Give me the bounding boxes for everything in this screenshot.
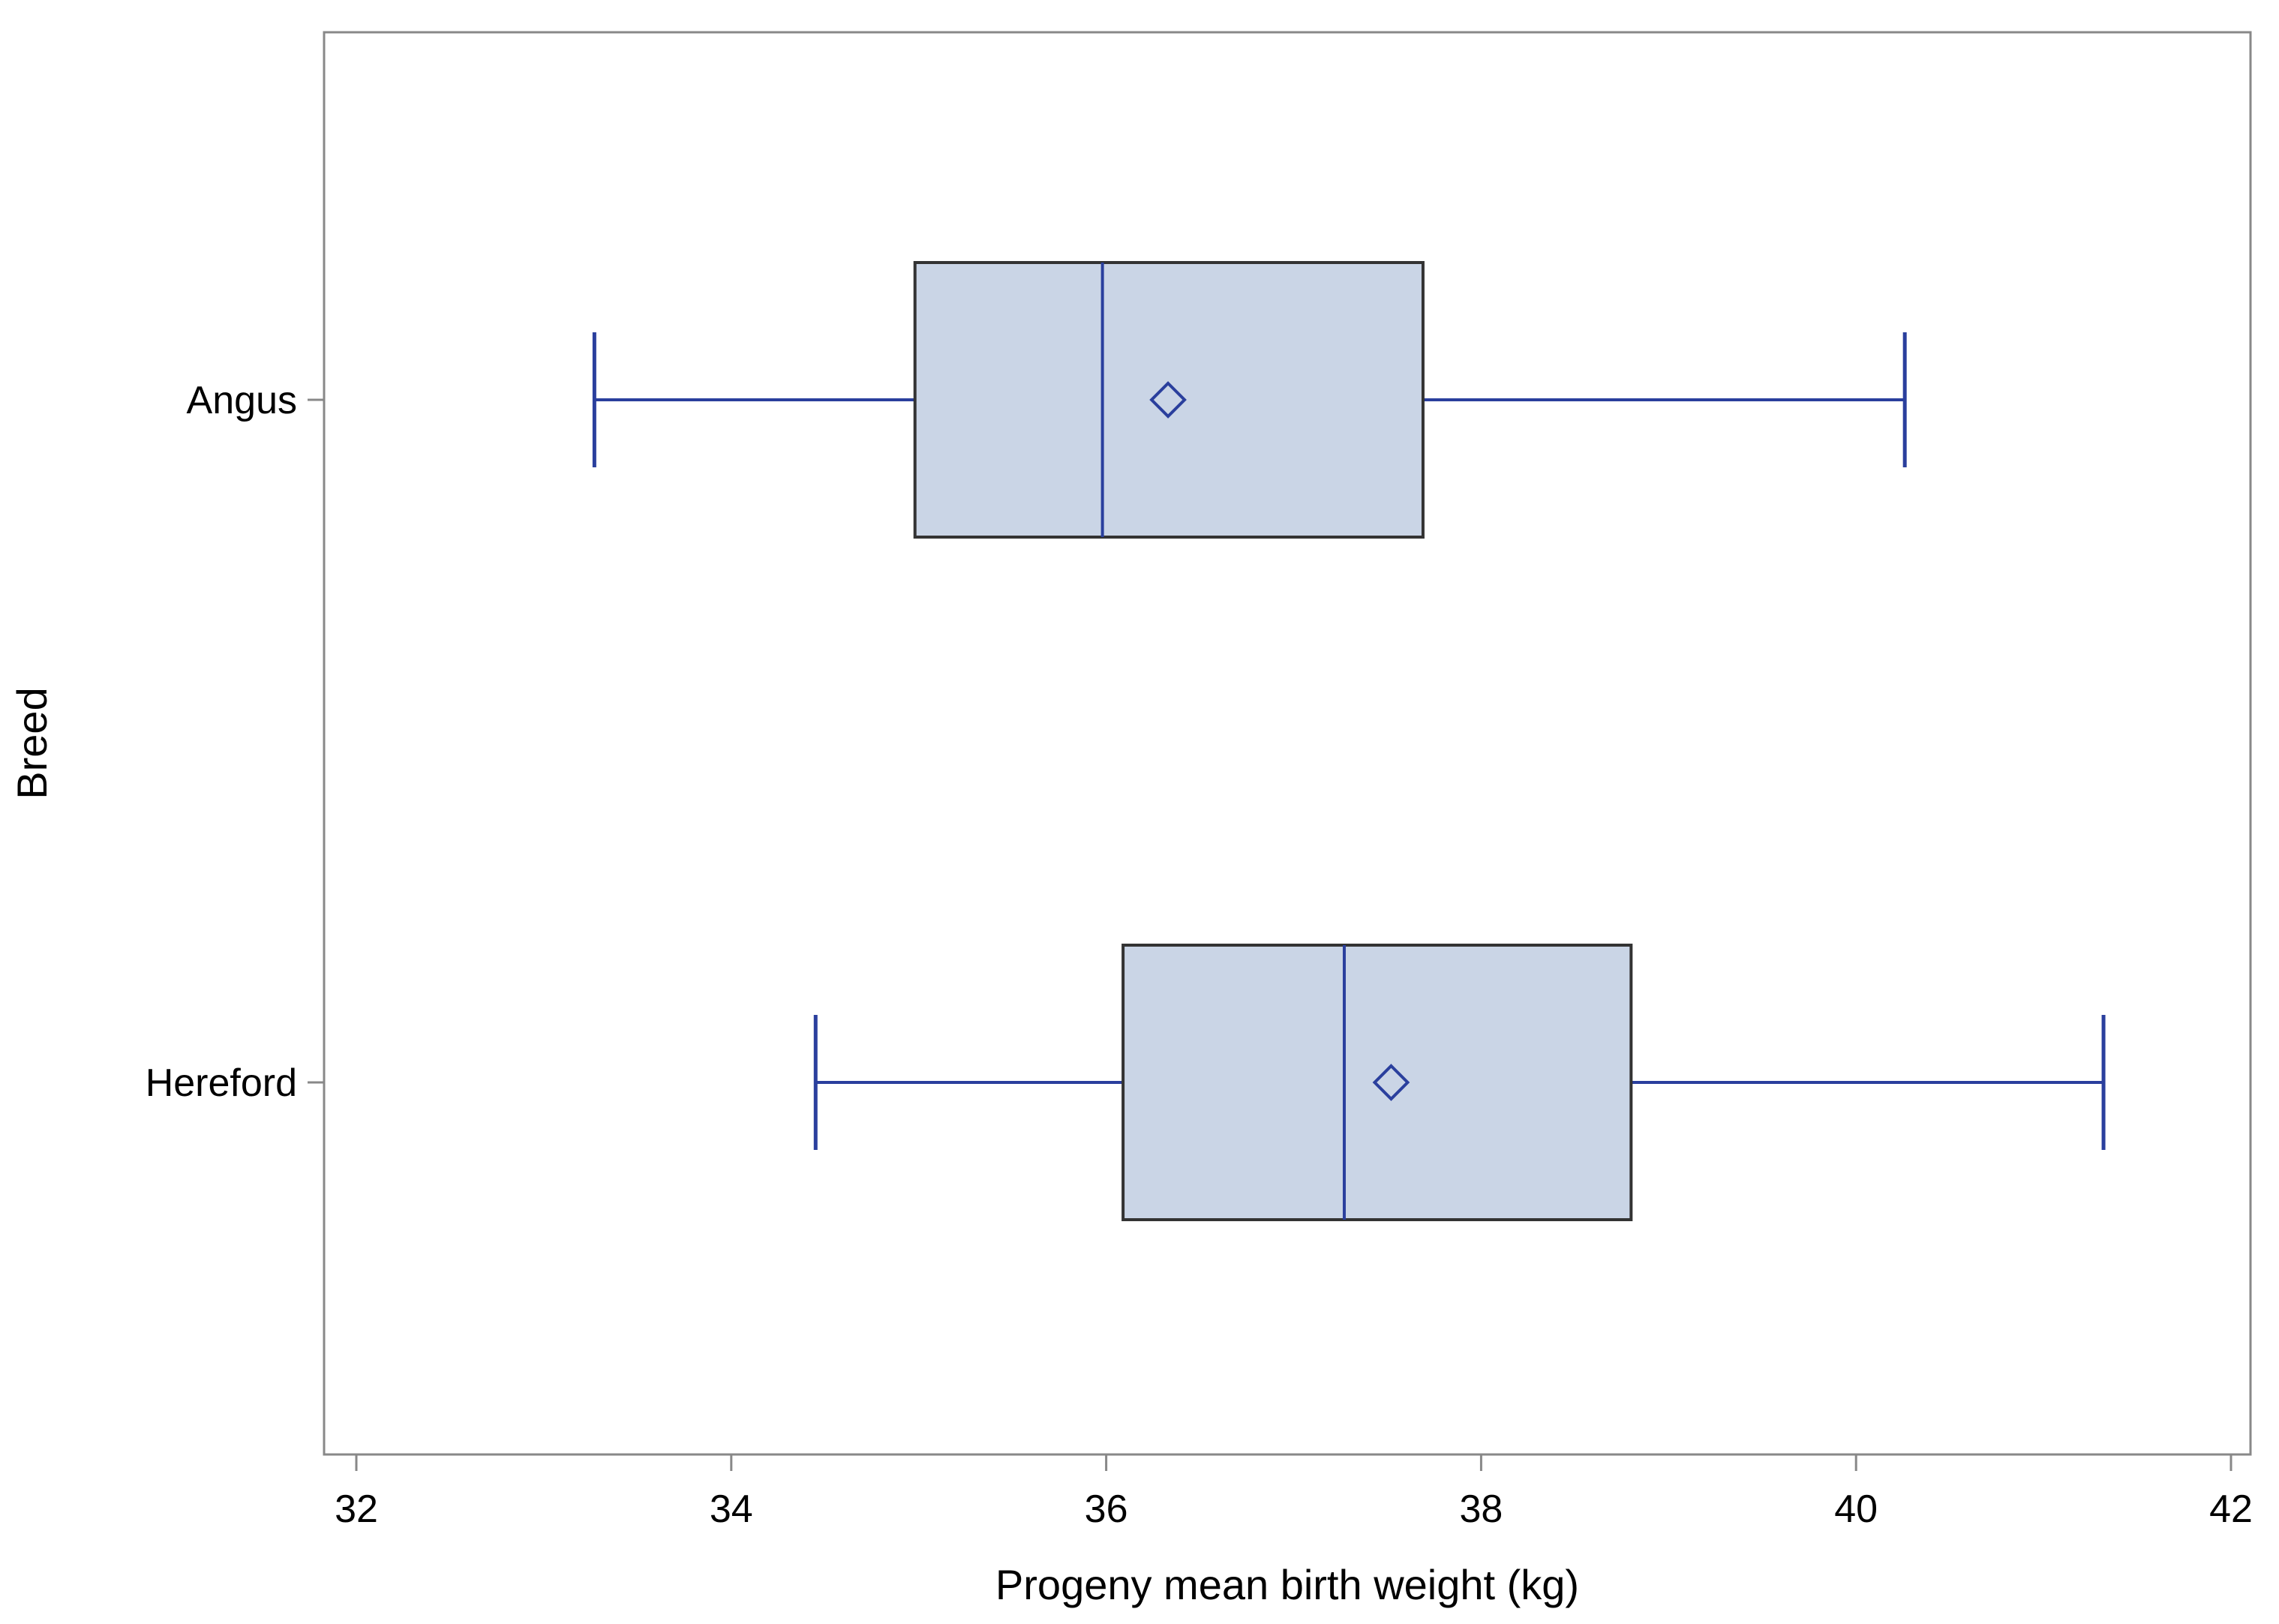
x-axis: 32 34 36 38 40 42 (335, 1454, 2253, 1531)
y-tick-label: Hereford (146, 1061, 297, 1105)
x-tick-label: 42 (2209, 1487, 2253, 1531)
y-tick-label: Angus (187, 379, 297, 422)
x-tick-label: 40 (1834, 1487, 1878, 1531)
x-tick-label: 36 (1085, 1487, 1128, 1531)
boxes (592, 261, 2106, 1221)
box-angus (592, 261, 1907, 539)
iqr-box (913, 261, 1425, 539)
x-tick-label: 32 (335, 1487, 378, 1531)
x-axis-label: Progeny mean birth weight (kg) (995, 1561, 1579, 1608)
mean-marker (1149, 381, 1187, 419)
plot-frame (323, 31, 2252, 1456)
y-axis: Angus Hereford (146, 379, 324, 1105)
mean-marker (1372, 1064, 1410, 1101)
y-axis-label: Breed (8, 687, 56, 799)
x-tick-label: 38 (1459, 1487, 1503, 1531)
x-tick-label: 34 (710, 1487, 753, 1531)
box-hereford (813, 944, 2106, 1221)
iqr-box (1121, 944, 1633, 1221)
